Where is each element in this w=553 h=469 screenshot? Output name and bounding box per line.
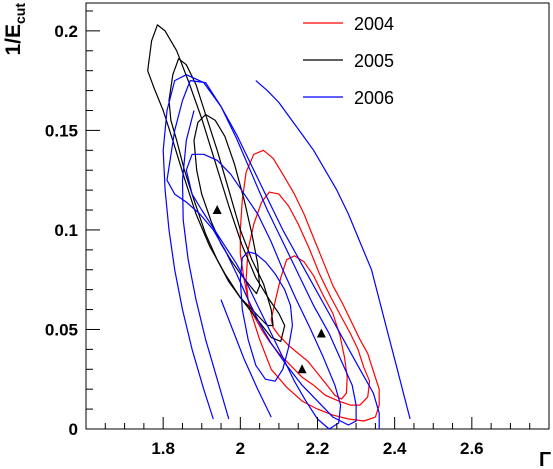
contour-2006-6	[255, 80, 411, 420]
contour-2006-3	[162, 74, 380, 429]
y-axis-title: 1/Ecut	[2, 3, 28, 56]
x-tick-label: 2.6	[460, 439, 484, 458]
contour-2004-0	[270, 255, 348, 400]
x-tick-label: 1.8	[151, 439, 175, 458]
x-tick-label: 2	[236, 439, 245, 458]
y-tick-label: 0.15	[45, 121, 78, 140]
contour-layer	[147, 24, 411, 430]
y-axis-title-main: 1/E	[2, 24, 25, 56]
best-fit-marker-2006	[297, 364, 307, 374]
legend-label-2004: 2004	[354, 14, 394, 34]
best-fit-marker-2005	[212, 205, 222, 215]
contour-2005-0	[193, 113, 261, 295]
y-tick-label: 0	[69, 420, 78, 439]
y-tick-label: 0.2	[54, 22, 78, 41]
legend: 2004 2005 2006	[303, 14, 394, 108]
contour-2006-0	[239, 251, 293, 382]
legend-label-2006: 2006	[354, 88, 394, 108]
contour-2006-4	[181, 110, 230, 420]
x-tick-label: 2.4	[383, 439, 407, 458]
contour-2006-5	[220, 299, 272, 418]
contour-2006-1	[185, 153, 342, 430]
y-axis-title-subscript: cut	[12, 3, 28, 24]
best-fit-marker-2004	[316, 328, 326, 338]
legend-label-2005: 2005	[354, 51, 394, 71]
best-fit-marker-layer	[212, 205, 326, 374]
axis-ticks: 1.8 2 2.2 2.4 2.6 0 0.05 0.1 0.15 0.2	[45, 10, 531, 458]
y-tick-label: 0.05	[45, 320, 78, 339]
x-tick-label: 2.2	[306, 439, 330, 458]
contour-2005-2	[147, 24, 286, 342]
x-axis-title: Γ	[539, 449, 551, 469]
contour-2004-2	[239, 149, 380, 422]
y-tick-label: 0.1	[54, 221, 78, 240]
